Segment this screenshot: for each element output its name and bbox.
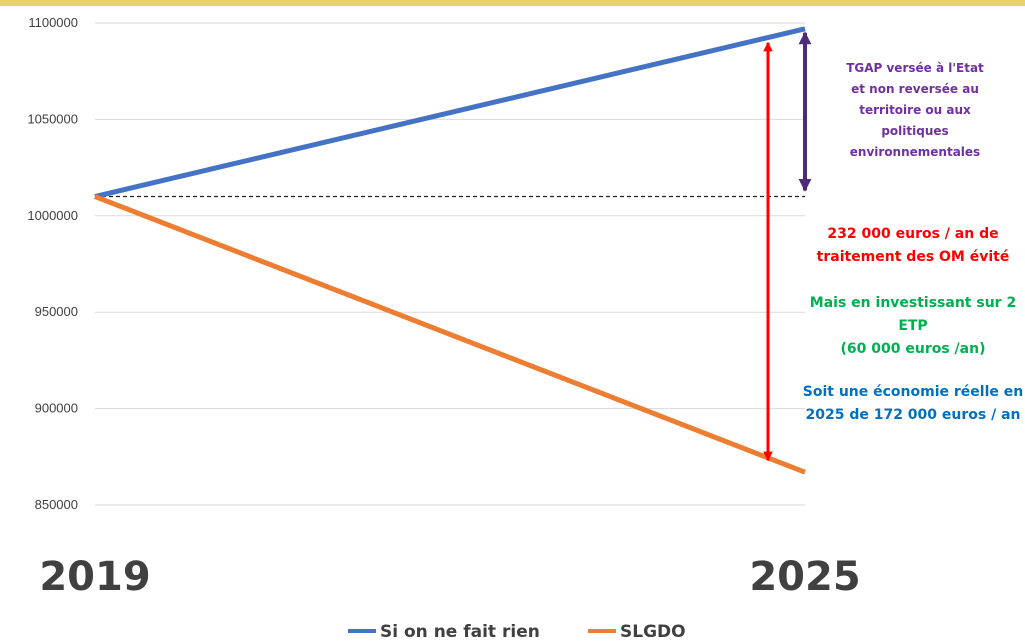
x-tick-label: 2025	[749, 554, 860, 600]
x-axis-ticks: 2019 2025	[39, 554, 860, 600]
y-tick-label: 950000	[35, 304, 78, 319]
y-tick-label: 850000	[35, 497, 78, 512]
saving-annotation-line: 232 000 euros / an de	[827, 226, 998, 242]
tgap-annotation-line: environnementales	[850, 145, 980, 159]
y-axis-ticks: 1100000 1050000 1000000 950000 900000 850000	[27, 15, 78, 512]
series-line	[94, 194, 806, 475]
economy-annotation-line: 2025 de 172 000 euros / an	[805, 407, 1020, 423]
series-lines	[94, 26, 806, 475]
x-tick-label: 2019	[39, 554, 150, 600]
tgap-annotation-line: politiques	[881, 124, 948, 138]
saving-annotation-line: traitement des OM évité	[817, 249, 1010, 265]
y-tick-label: 1000000	[27, 208, 78, 223]
y-tick-label: 1050000	[27, 111, 78, 126]
legend: Si on ne fait rien SLGDO	[348, 622, 686, 641]
legend-label: Si on ne fait rien	[380, 622, 540, 641]
gridlines	[95, 22, 805, 506]
y-tick-label: 1100000	[28, 15, 78, 30]
tgap-annotation-line: et non reversée au	[851, 82, 979, 96]
series-line	[94, 26, 806, 199]
investment-annotation-line: ETP	[898, 318, 927, 334]
annotations: TGAP versée à l'Etat et non reversée au te…	[803, 61, 1023, 423]
legend-label: SLGDO	[620, 622, 686, 641]
investment-annotation-line: Mais en investissant sur 2	[810, 295, 1016, 311]
economy-annotation-line: Soit une économie réelle en	[803, 384, 1023, 400]
tgap-annotation-line: territoire ou aux	[859, 103, 971, 117]
annotation-arrows	[763, 31, 812, 462]
y-tick-label: 900000	[35, 401, 78, 416]
investment-annotation-line: (60 000 euros /an)	[841, 341, 986, 357]
top-accent-bar	[0, 0, 1025, 6]
tgap-annotation-line: TGAP versée à l'Etat	[846, 61, 984, 75]
